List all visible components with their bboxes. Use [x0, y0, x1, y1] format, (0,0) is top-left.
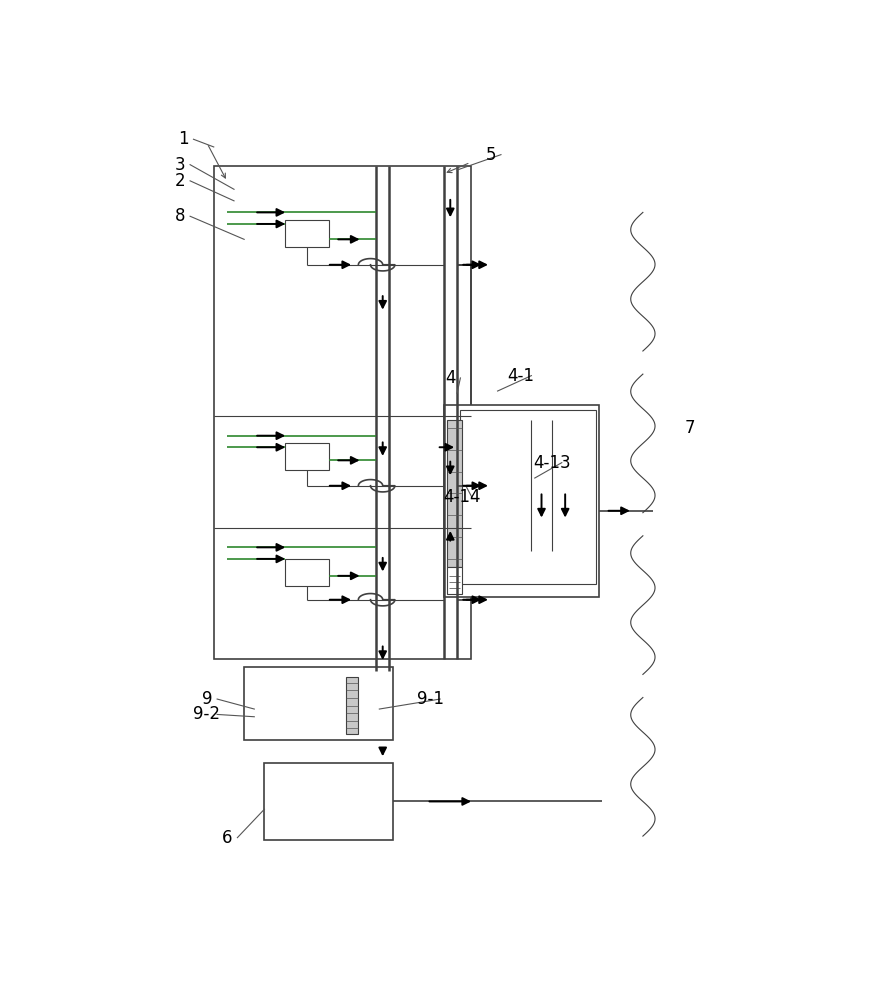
Text: 1: 1	[178, 130, 188, 148]
Text: 9-2: 9-2	[194, 705, 221, 723]
Text: 4: 4	[445, 369, 455, 387]
Bar	[446, 567, 462, 594]
Text: 7: 7	[685, 419, 696, 437]
Bar	[446, 420, 462, 567]
Bar	[284, 443, 329, 470]
Bar	[214, 166, 471, 659]
Text: 4-13: 4-13	[533, 454, 570, 472]
Text: 5: 5	[486, 146, 496, 164]
Text: 6: 6	[222, 829, 233, 847]
Text: 3: 3	[174, 156, 185, 174]
Bar	[444, 405, 599, 597]
Bar	[284, 220, 329, 247]
Bar	[264, 763, 392, 840]
Text: 9: 9	[201, 690, 212, 708]
Bar	[284, 559, 329, 586]
Bar	[460, 410, 596, 584]
Text: 4-1: 4-1	[508, 367, 535, 385]
Text: 4-14: 4-14	[443, 488, 480, 506]
Text: 2: 2	[174, 172, 185, 190]
Bar	[345, 677, 358, 734]
Text: 9-1: 9-1	[417, 690, 444, 708]
Bar	[244, 667, 392, 740]
Text: 8: 8	[174, 207, 185, 225]
